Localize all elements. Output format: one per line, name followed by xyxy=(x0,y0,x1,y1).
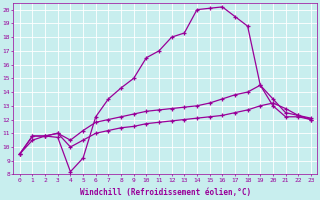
X-axis label: Windchill (Refroidissement éolien,°C): Windchill (Refroidissement éolien,°C) xyxy=(80,188,251,197)
